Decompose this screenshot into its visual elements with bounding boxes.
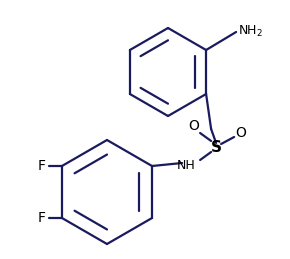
Text: O: O	[236, 126, 246, 140]
Text: NH: NH	[177, 159, 195, 171]
Text: NH$_2$: NH$_2$	[238, 24, 263, 39]
Text: S: S	[211, 140, 222, 155]
Text: F: F	[38, 159, 46, 173]
Text: O: O	[189, 119, 200, 133]
Text: F: F	[38, 211, 46, 225]
